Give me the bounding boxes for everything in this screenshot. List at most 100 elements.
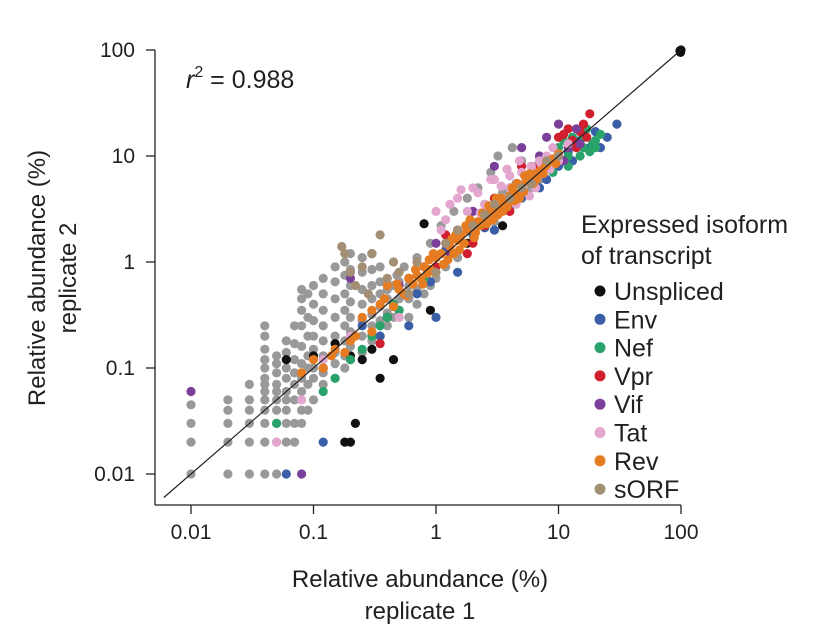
data-point — [297, 368, 307, 378]
data-point — [223, 469, 233, 479]
data-point — [340, 257, 350, 267]
data-point — [308, 395, 319, 405]
data-point — [223, 395, 233, 405]
data-point — [260, 344, 270, 354]
data-point — [350, 331, 360, 341]
y-tick-label: 0.1 — [106, 357, 135, 380]
y-tick-label: 0.01 — [94, 463, 135, 486]
data-point — [330, 312, 340, 322]
data-point — [418, 279, 428, 289]
data-point — [281, 395, 291, 405]
x-axis-title: Relative abundance (%) — [292, 566, 548, 593]
data-point — [340, 289, 350, 299]
data-point — [449, 206, 459, 216]
data-point — [297, 386, 307, 397]
data-point — [419, 289, 429, 299]
legend-item-tat: Tat — [594, 420, 647, 448]
legend-marker — [594, 313, 606, 325]
legend-marker — [594, 285, 606, 297]
x-axis-ticks: 0.01 0.1 1 10 100 — [171, 505, 699, 544]
data-point — [357, 253, 367, 263]
data-point — [350, 280, 360, 291]
data-point — [412, 299, 422, 309]
legend-item-sorf: sORF — [594, 476, 679, 504]
data-point — [350, 418, 360, 428]
data-point — [357, 299, 367, 309]
x-tick-label: 10 — [547, 521, 570, 544]
data-point — [498, 221, 508, 231]
data-point — [394, 267, 404, 277]
legend-item-env: Env — [594, 306, 658, 334]
data-point — [553, 119, 564, 129]
data-point — [459, 238, 469, 248]
data-point — [489, 199, 499, 209]
data-point — [244, 405, 254, 415]
data-point — [379, 294, 390, 304]
data-point — [297, 405, 307, 415]
data-point — [281, 355, 291, 365]
legend-label: Nef — [614, 335, 653, 363]
data-point — [330, 277, 340, 287]
data-point — [375, 373, 385, 383]
data-point — [462, 249, 472, 259]
legend-marker — [594, 483, 606, 495]
data-point — [318, 305, 328, 315]
data-point — [392, 279, 402, 289]
data-point — [436, 225, 446, 235]
data-point — [289, 355, 300, 365]
data-point — [223, 405, 233, 415]
data-point — [357, 344, 367, 354]
legend-item-rev: Rev — [594, 448, 659, 476]
data-point — [469, 233, 479, 243]
data-point — [281, 373, 291, 383]
data-point — [260, 437, 270, 447]
legend-item-vpr: Vpr — [594, 363, 653, 391]
data-point — [297, 294, 307, 304]
data-point — [303, 379, 313, 389]
data-point — [438, 259, 448, 269]
series-other — [186, 143, 545, 479]
data-point — [260, 373, 270, 383]
data-point — [424, 255, 434, 265]
data-point — [486, 174, 496, 185]
data-point — [330, 262, 340, 272]
data-point — [340, 363, 350, 373]
data-point — [308, 344, 319, 354]
data-point — [223, 418, 233, 428]
data-points — [186, 45, 686, 479]
data-point — [453, 225, 463, 235]
data-point — [308, 316, 319, 326]
data-point — [272, 418, 282, 428]
data-point — [289, 437, 300, 447]
data-point — [542, 156, 552, 166]
data-point — [412, 289, 422, 299]
data-point — [244, 437, 254, 447]
y-tick-label: 100 — [100, 39, 135, 62]
data-point — [272, 379, 282, 389]
data-point — [281, 363, 291, 373]
data-point — [441, 238, 451, 248]
r-superscript: 2 — [194, 64, 203, 81]
legend-item-nef: Nef — [594, 335, 653, 363]
data-point — [260, 331, 270, 341]
data-point — [289, 395, 300, 405]
legend-label: Tat — [614, 420, 647, 448]
data-point — [462, 206, 472, 216]
data-point — [357, 355, 367, 365]
y-axis-subtitle: replicate 2 — [55, 223, 82, 334]
legend-marker — [594, 342, 606, 354]
data-point — [548, 143, 558, 153]
data-point — [260, 395, 270, 405]
data-point — [431, 312, 441, 322]
data-point — [375, 262, 385, 272]
y-tick-label: 10 — [112, 145, 135, 168]
data-point — [186, 437, 196, 447]
data-point — [496, 181, 506, 191]
data-point — [345, 267, 355, 277]
data-point — [375, 321, 385, 331]
data-point — [578, 119, 589, 129]
data-point — [524, 169, 535, 179]
data-point — [453, 193, 463, 203]
data-point — [493, 151, 503, 161]
data-point — [431, 267, 441, 277]
